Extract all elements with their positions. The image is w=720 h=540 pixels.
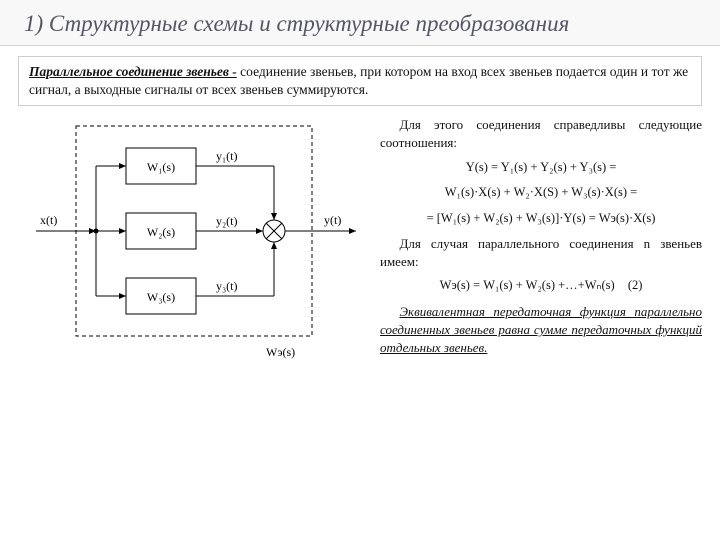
output-label: y(t) bbox=[324, 213, 341, 227]
definition-term: Параллельное соединение звеньев - bbox=[29, 64, 237, 79]
parallel-connection-diagram: x(t) W₁(s) W₂(s) W₃(s) y₁(t) y₂(t) bbox=[36, 116, 366, 396]
page-title: 1) Структурные схемы и структурные преоб… bbox=[24, 10, 696, 39]
conclusion-paragraph: Эквивалентная передаточная функция парал… bbox=[380, 303, 702, 358]
y2-label: y₂(t) bbox=[216, 214, 238, 228]
diagram-column: x(t) W₁(s) W₂(s) W₃(s) y₁(t) y₂(t) bbox=[36, 116, 366, 401]
equation-1b: W₁(s)·X(s) + W₂·X(S) + W₃(s)·X(s) = bbox=[380, 184, 702, 202]
input-label: x(t) bbox=[40, 213, 57, 227]
intro-paragraph: Для этого соединения справедливы следующ… bbox=[380, 116, 702, 152]
equivalent-label: Wэ(s) bbox=[266, 345, 295, 359]
y3-label: y₃(t) bbox=[216, 279, 238, 293]
y1-label: y₁(t) bbox=[216, 149, 238, 163]
content-row: x(t) W₁(s) W₂(s) W₃(s) y₁(t) y₂(t) bbox=[0, 106, 720, 401]
equation-2-number: (2) bbox=[628, 277, 643, 295]
title-band: 1) Структурные схемы и структурные преоб… bbox=[0, 0, 720, 46]
block-w2-label: W₂(s) bbox=[147, 225, 175, 239]
text-column: Для этого соединения справедливы следующ… bbox=[380, 116, 702, 401]
definition-box: Параллельное соединение звеньев - соедин… bbox=[18, 56, 702, 106]
equation-1c: = [W₁(s) + W₂(s) + W₃(s)]·Y(s) = Wэ(s)·X… bbox=[380, 210, 702, 228]
paragraph-2: Для случая параллельного соединения n зв… bbox=[380, 235, 702, 271]
equation-2: Wэ(s) = W₁(s) + W₂(s) +…+Wₙ(s) (2) bbox=[380, 277, 702, 295]
equation-2-body: Wэ(s) = W₁(s) + W₂(s) +…+Wₙ(s) bbox=[440, 278, 615, 292]
block-w1-label: W₁(s) bbox=[147, 160, 175, 174]
block-w3-label: W₃(s) bbox=[147, 290, 175, 304]
equation-1a: Y(s) = Y₁(s) + Y₂(s) + Y₃(s) = bbox=[380, 159, 702, 177]
